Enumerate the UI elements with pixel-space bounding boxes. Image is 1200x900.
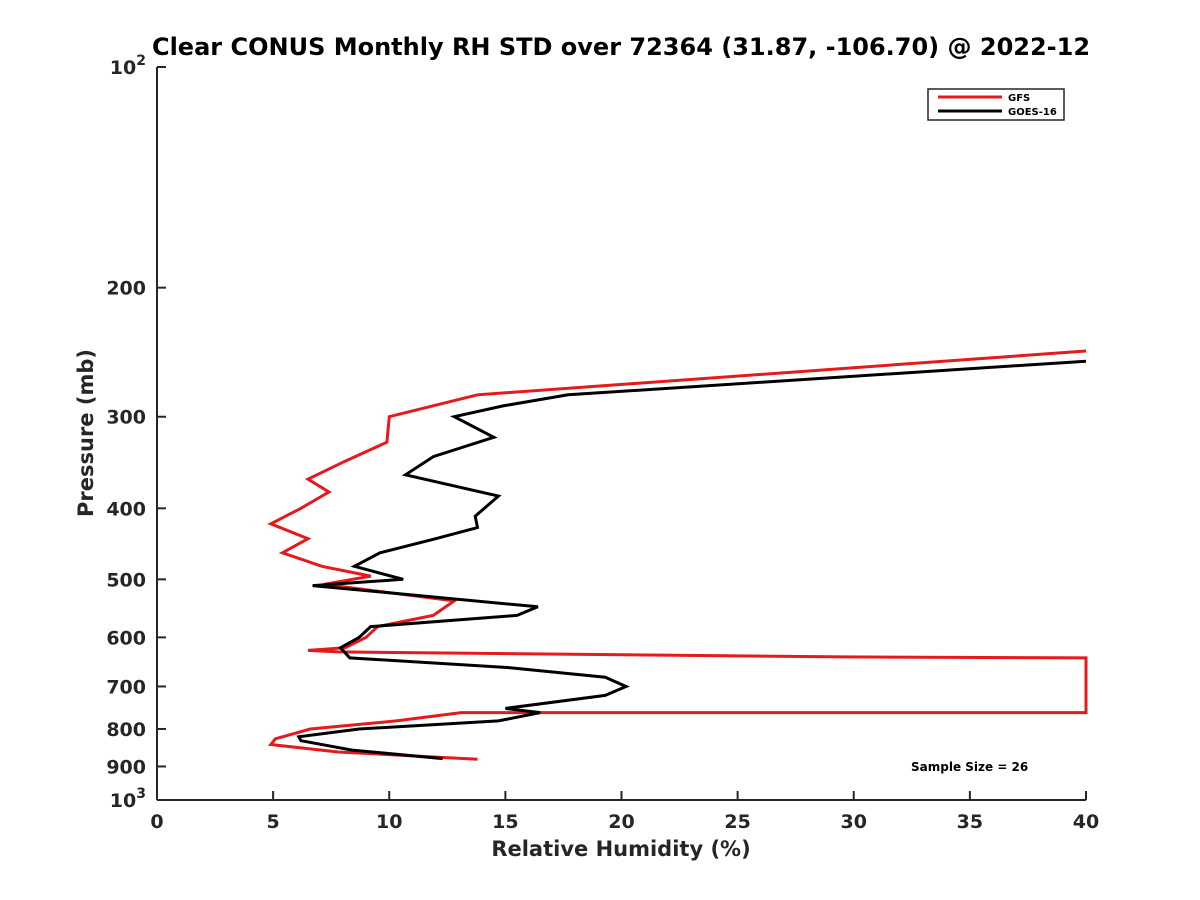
y-tick-label: 400 <box>106 498 146 520</box>
y-tick-label: 700 <box>106 676 146 698</box>
x-tick-label: 30 <box>841 811 867 833</box>
y-tick-label: 800 <box>106 719 146 741</box>
legend-box <box>927 88 1065 121</box>
x-axis-title: Relative Humidity (%) <box>491 837 750 861</box>
sample-size-annotation: Sample Size = 26 <box>911 760 1028 774</box>
x-tick-label: 20 <box>608 811 634 833</box>
x-tick-label: 5 <box>267 811 280 833</box>
x-tick-label: 0 <box>150 811 163 833</box>
y-tick-label: 300 <box>106 407 146 429</box>
x-tick-label: 35 <box>957 811 983 833</box>
x-tick-label: 10 <box>376 811 402 833</box>
axes: 0 5 10 15 20 25 30 35 40 102 200 300 400 500 600 700 800… <box>106 53 1099 833</box>
y-tick-label: 500 <box>106 569 146 591</box>
legend-label: GFS <box>1008 93 1030 104</box>
series-line-gfs <box>267 349 1088 761</box>
legend-label: GOES-16 <box>1008 107 1057 118</box>
chart-title: Clear CONUS Monthly RH STD over 72364 (3… <box>152 33 1090 61</box>
y-tick-label: 103 <box>110 786 146 812</box>
series-lines <box>267 349 1088 761</box>
x-tick-label: 40 <box>1073 811 1099 833</box>
y-tick-label: 600 <box>106 627 146 649</box>
series-line-goes-16 <box>296 359 1087 761</box>
x-tick-label: 15 <box>492 811 518 833</box>
y-tick-label: 102 <box>110 53 146 79</box>
y-tick-label: 900 <box>106 756 146 778</box>
legend: GFS GOES-16 <box>927 88 1065 121</box>
y-axis-title: Pressure (mb) <box>74 349 98 517</box>
y-tick-label: 200 <box>106 278 146 300</box>
x-tick-label: 25 <box>724 811 750 833</box>
